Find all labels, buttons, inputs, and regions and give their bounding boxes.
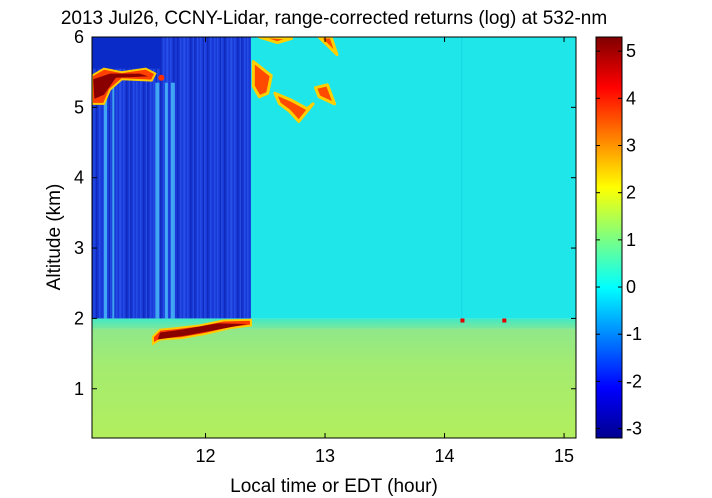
plot-frame bbox=[91, 36, 577, 439]
y-tick-label: 4 bbox=[74, 168, 84, 188]
y-axis: 1 2 3 4 5 6 bbox=[74, 27, 576, 399]
colorbar-frame bbox=[595, 36, 623, 439]
colorbar-tick-label: 2 bbox=[626, 183, 636, 203]
boundary-layer-region bbox=[92, 328, 576, 438]
colorbar: -3 -2 -1 0 1 2 3 4 5 bbox=[595, 36, 642, 439]
colorbar-tick-label: 5 bbox=[626, 41, 636, 61]
x-axis: 12 13 14 15 bbox=[196, 37, 574, 466]
signal-streak bbox=[461, 37, 463, 319]
colorbar-tick-label: -1 bbox=[626, 324, 642, 344]
high-cloud-left bbox=[92, 67, 165, 105]
attenuated-signal-region bbox=[92, 37, 251, 319]
y-tick-label: 5 bbox=[74, 97, 84, 117]
colorbar-tick-label: 3 bbox=[626, 136, 636, 156]
x-tick-label: 12 bbox=[196, 446, 216, 466]
colorbar-tick-label: 1 bbox=[626, 230, 636, 250]
x-axis-label: Local time or EDT (hour) bbox=[230, 476, 438, 497]
y-tick-label: 2 bbox=[74, 308, 84, 328]
chart-title: 2013 Jul26, CCNY-Lidar, range-corrected … bbox=[61, 8, 607, 29]
colorbar-tick-label: -2 bbox=[626, 371, 642, 391]
y-tick-label: 6 bbox=[74, 27, 84, 47]
y-tick-label: 3 bbox=[74, 238, 84, 258]
point-return-mark bbox=[502, 318, 507, 323]
point-return-mark bbox=[460, 318, 465, 323]
colorbar-gradient bbox=[596, 37, 622, 438]
colorbar-tick-label: 0 bbox=[626, 277, 636, 297]
x-tick-label: 13 bbox=[315, 446, 335, 466]
high-cloud-right bbox=[251, 37, 339, 123]
colorbar-tick-label: -3 bbox=[626, 419, 642, 439]
residual-layer-band bbox=[92, 318, 576, 329]
low-cloud-layer bbox=[151, 318, 252, 346]
x-tick-label: 14 bbox=[435, 446, 455, 466]
y-tick-label: 1 bbox=[74, 379, 84, 399]
x-tick-label: 15 bbox=[554, 446, 574, 466]
plot-area bbox=[92, 37, 576, 438]
colorbar-tick-label: 4 bbox=[626, 88, 636, 108]
y-axis-label: Altitude (km) bbox=[44, 184, 65, 291]
